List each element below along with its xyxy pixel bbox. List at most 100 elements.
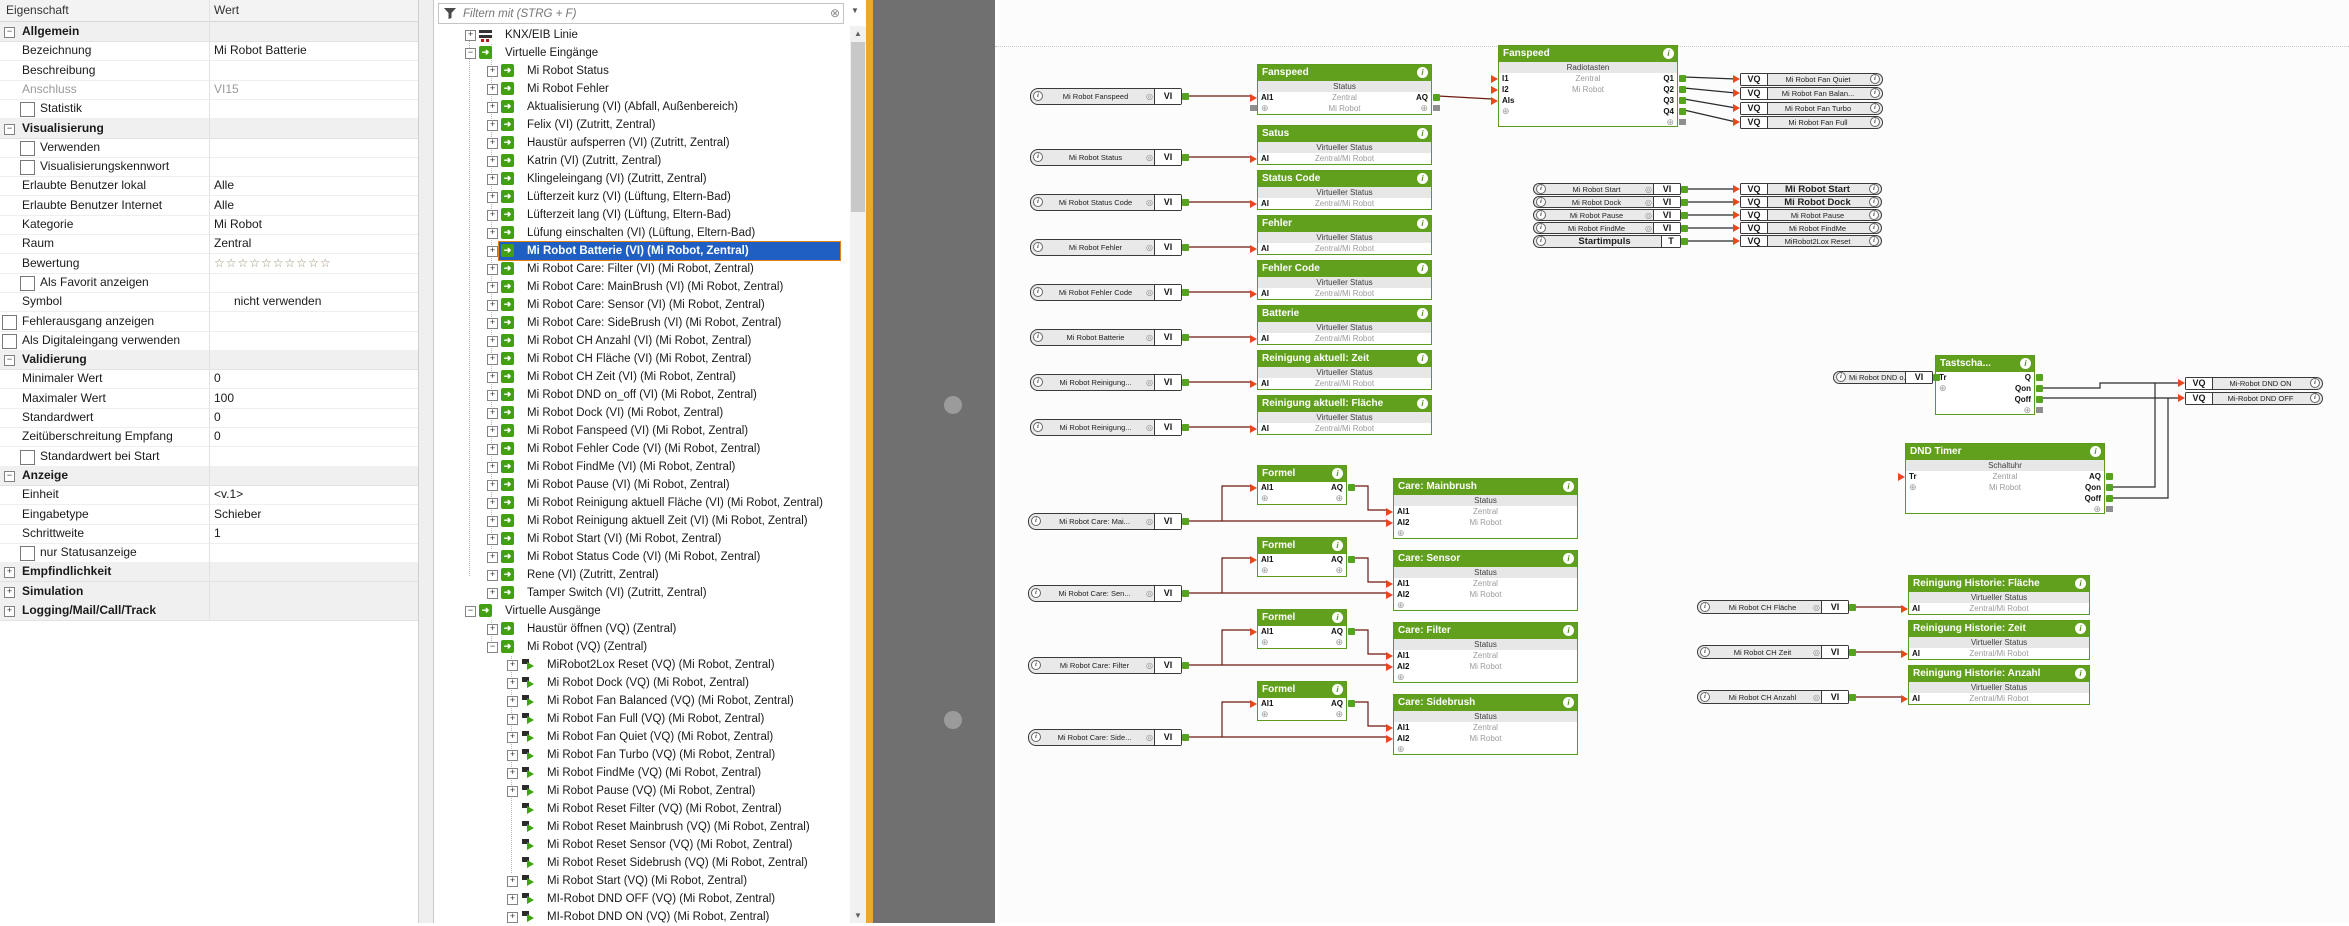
tree-item[interactable]: + ➜ Mi Robot Reinigung aktuell Fläche (VI)… (434, 494, 849, 512)
info-icon[interactable]: i (1563, 553, 1574, 564)
vi-connector-pill[interactable]: i Mi Robot Batterie ◎ VI (1030, 328, 1189, 346)
info-icon[interactable]: i (1417, 308, 1428, 319)
output-port[interactable] (1182, 378, 1189, 386)
group-expander-icon[interactable]: + (4, 606, 15, 617)
output-port[interactable] (1348, 700, 1355, 707)
prop-value[interactable]: Alle (214, 197, 235, 212)
tree-item[interactable]: + ➜ Mi Robot Care: MainBrush (VI) (Mi Robo… (434, 278, 849, 296)
output-port[interactable] (1182, 92, 1189, 100)
tree-expander-icon[interactable]: + (507, 768, 518, 779)
tree-item[interactable]: + ➜ Mi Robot Care: Sensor (VI) (Mi Robot, … (434, 296, 849, 314)
tree-expander-icon[interactable]: + (487, 354, 498, 365)
tree-item[interactable]: Mi Robot Reset Filter (VQ) (Mi Robot, Ze… (434, 800, 849, 818)
info-icon[interactable]: i (1033, 152, 1043, 162)
logic-block[interactable]: Formel i AI1 AQ ⊕ ⊕ (1250, 681, 1355, 721)
prop-value[interactable]: <v.1> (214, 487, 244, 502)
output-port[interactable] (1681, 211, 1688, 219)
output-port[interactable] (1348, 484, 1355, 491)
tree-item[interactable]: + ➜ Haustür aufsperren (VI) (Zutritt, Zent… (434, 134, 849, 152)
info-icon[interactable]: i (2020, 358, 2031, 369)
info-icon[interactable]: i (1869, 236, 1879, 246)
input-port[interactable] (1250, 200, 1257, 208)
output-port[interactable] (2106, 473, 2113, 480)
tree-item[interactable]: + ➜ Mi Robot Pause (VI) (Mi Robot, Zentral… (434, 476, 849, 494)
input-port[interactable] (1733, 211, 1740, 219)
tree-expander-icon[interactable]: − (465, 606, 476, 617)
input-port[interactable] (1250, 380, 1257, 388)
info-icon[interactable]: i (1031, 588, 1041, 598)
tree-item[interactable]: + ➜ Mi Robot Fanspeed (VI) (Mi Robot, Zent… (434, 422, 849, 440)
tree-expander-icon[interactable]: + (507, 660, 518, 671)
tree-expander-icon[interactable]: + (487, 534, 498, 545)
tree-expander-icon[interactable]: + (507, 912, 518, 923)
input-port[interactable] (1250, 484, 1257, 492)
tree-item[interactable]: + Mi Robot Fan Balanced (VQ) (Mi Robot, Z… (434, 692, 849, 710)
logic-block[interactable]: Status Code i Virtueller Status AI Zentral/M… (1250, 170, 1432, 210)
filter-dropdown-icon[interactable]: ▼ (851, 6, 859, 15)
tree-expander-icon[interactable]: + (487, 588, 498, 599)
input-port[interactable] (1250, 335, 1257, 343)
tree-item[interactable]: + ➜ Felix (VI) (Zutritt, Zentral) (434, 116, 849, 134)
info-icon[interactable]: i (1033, 287, 1043, 297)
info-icon[interactable]: i (1869, 184, 1879, 194)
tree-expander-icon[interactable]: + (487, 408, 498, 419)
tree-expander-icon[interactable]: + (507, 732, 518, 743)
prop-value[interactable]: Mi Robot (214, 217, 263, 231)
info-icon[interactable]: i (1870, 74, 1880, 84)
vi-connector-pill[interactable]: i Mi Robot CH Zeit ◎ VI (1697, 645, 1856, 659)
output-port[interactable] (1182, 243, 1189, 251)
tree-item[interactable]: + ➜ Aktualisierung (VI) (Abfall, Außenbere… (434, 98, 849, 116)
info-icon[interactable]: i (1031, 516, 1041, 526)
info-icon[interactable]: i (1536, 184, 1546, 194)
info-icon[interactable]: i (1417, 173, 1428, 184)
input-port[interactable] (1250, 556, 1257, 564)
info-icon[interactable]: i (1869, 197, 1879, 207)
info-icon[interactable]: i (2075, 668, 2086, 679)
filter-input[interactable] (461, 5, 805, 22)
output-port[interactable] (1679, 86, 1686, 93)
tree-item[interactable]: + ➜ Mi Robot Fehler (434, 80, 849, 98)
info-icon[interactable]: i (1700, 647, 1710, 657)
tree-item[interactable]: Mi Robot Reset Sensor (VQ) (Mi Robot, Ze… (434, 836, 849, 854)
info-icon[interactable]: i (1836, 372, 1846, 382)
tree-item[interactable]: + Mi Robot Dock (VQ) (Mi Robot, Zentral) (434, 674, 849, 692)
logic-block[interactable]: Reinigung aktuell: Zeit i Virtueller Statu… (1250, 350, 1432, 390)
input-port[interactable] (1901, 650, 1908, 658)
input-port[interactable] (1733, 118, 1740, 126)
logic-block[interactable]: Reinigung Historie: Fläche i Virtueller St… (1901, 575, 2090, 615)
input-port[interactable] (1733, 75, 1740, 83)
checkbox[interactable] (2, 314, 17, 330)
input-port[interactable] (1250, 155, 1257, 163)
tree-expander-icon[interactable]: − (465, 48, 476, 59)
tree-item[interactable]: − ➜ Mi Robot (VQ) (Zentral) (434, 638, 849, 656)
tree-expander-icon[interactable]: + (487, 84, 498, 95)
input-port[interactable] (1250, 628, 1257, 636)
tree-expander-icon[interactable]: + (487, 516, 498, 527)
vi-connector-pill[interactable]: i Mi Robot Fehler Code ◎ VI (1030, 283, 1189, 301)
vq-connector-pill[interactable]: VQ Mi-Robot DND ON i (2178, 376, 2323, 390)
panel-splitter[interactable] (866, 0, 873, 923)
input-port[interactable] (1250, 94, 1257, 102)
info-icon[interactable]: i (2090, 446, 2101, 457)
vi-connector-pill[interactable]: i Mi Robot Status Code ◎ VI (1030, 193, 1189, 211)
vi-connector-pill[interactable]: i Mi Robot Care: Mai... ◎ VI (1028, 512, 1189, 530)
input-port[interactable] (2178, 379, 2185, 387)
vi-connector-pill[interactable]: i Mi Robot Care: Filter ◎ VI (1028, 656, 1189, 674)
info-icon[interactable]: i (1332, 468, 1343, 479)
logic-block[interactable]: Satus i Virtueller Status AI Zentral/Mi Robo… (1250, 125, 1432, 165)
info-icon[interactable]: i (1700, 692, 1710, 702)
output-port[interactable] (1182, 198, 1189, 206)
checkbox[interactable] (20, 160, 35, 176)
prop-value[interactable]: 0 (214, 371, 221, 386)
tree-item[interactable]: + ➜ Lüfung einschalten (VI) (Lüftung, Elte… (434, 224, 849, 242)
input-port[interactable] (1386, 591, 1393, 599)
logic-block[interactable]: Reinigung Historie: Anzahl i Virtueller St… (1901, 665, 2090, 705)
logic-block[interactable]: Fanspeed i Status AI1 Zentral AQ ⊕ Mi Robot ⊕ (1250, 64, 1440, 115)
info-icon[interactable]: i (1870, 117, 1880, 127)
tree-item[interactable]: + ➜ Mi Robot CH Fläche (VI) (Mi Robot, Zen… (434, 350, 849, 368)
info-icon[interactable]: i (1563, 481, 1574, 492)
output-port[interactable] (1182, 661, 1189, 669)
vi-connector-pill[interactable]: i Mi Robot CH Anzahl ◎ VI (1697, 690, 1856, 704)
vi-connector-pill[interactable]: i Mi Robot CH Fläche ◎ VI (1697, 600, 1856, 614)
tree-expander-icon[interactable]: + (487, 498, 498, 509)
